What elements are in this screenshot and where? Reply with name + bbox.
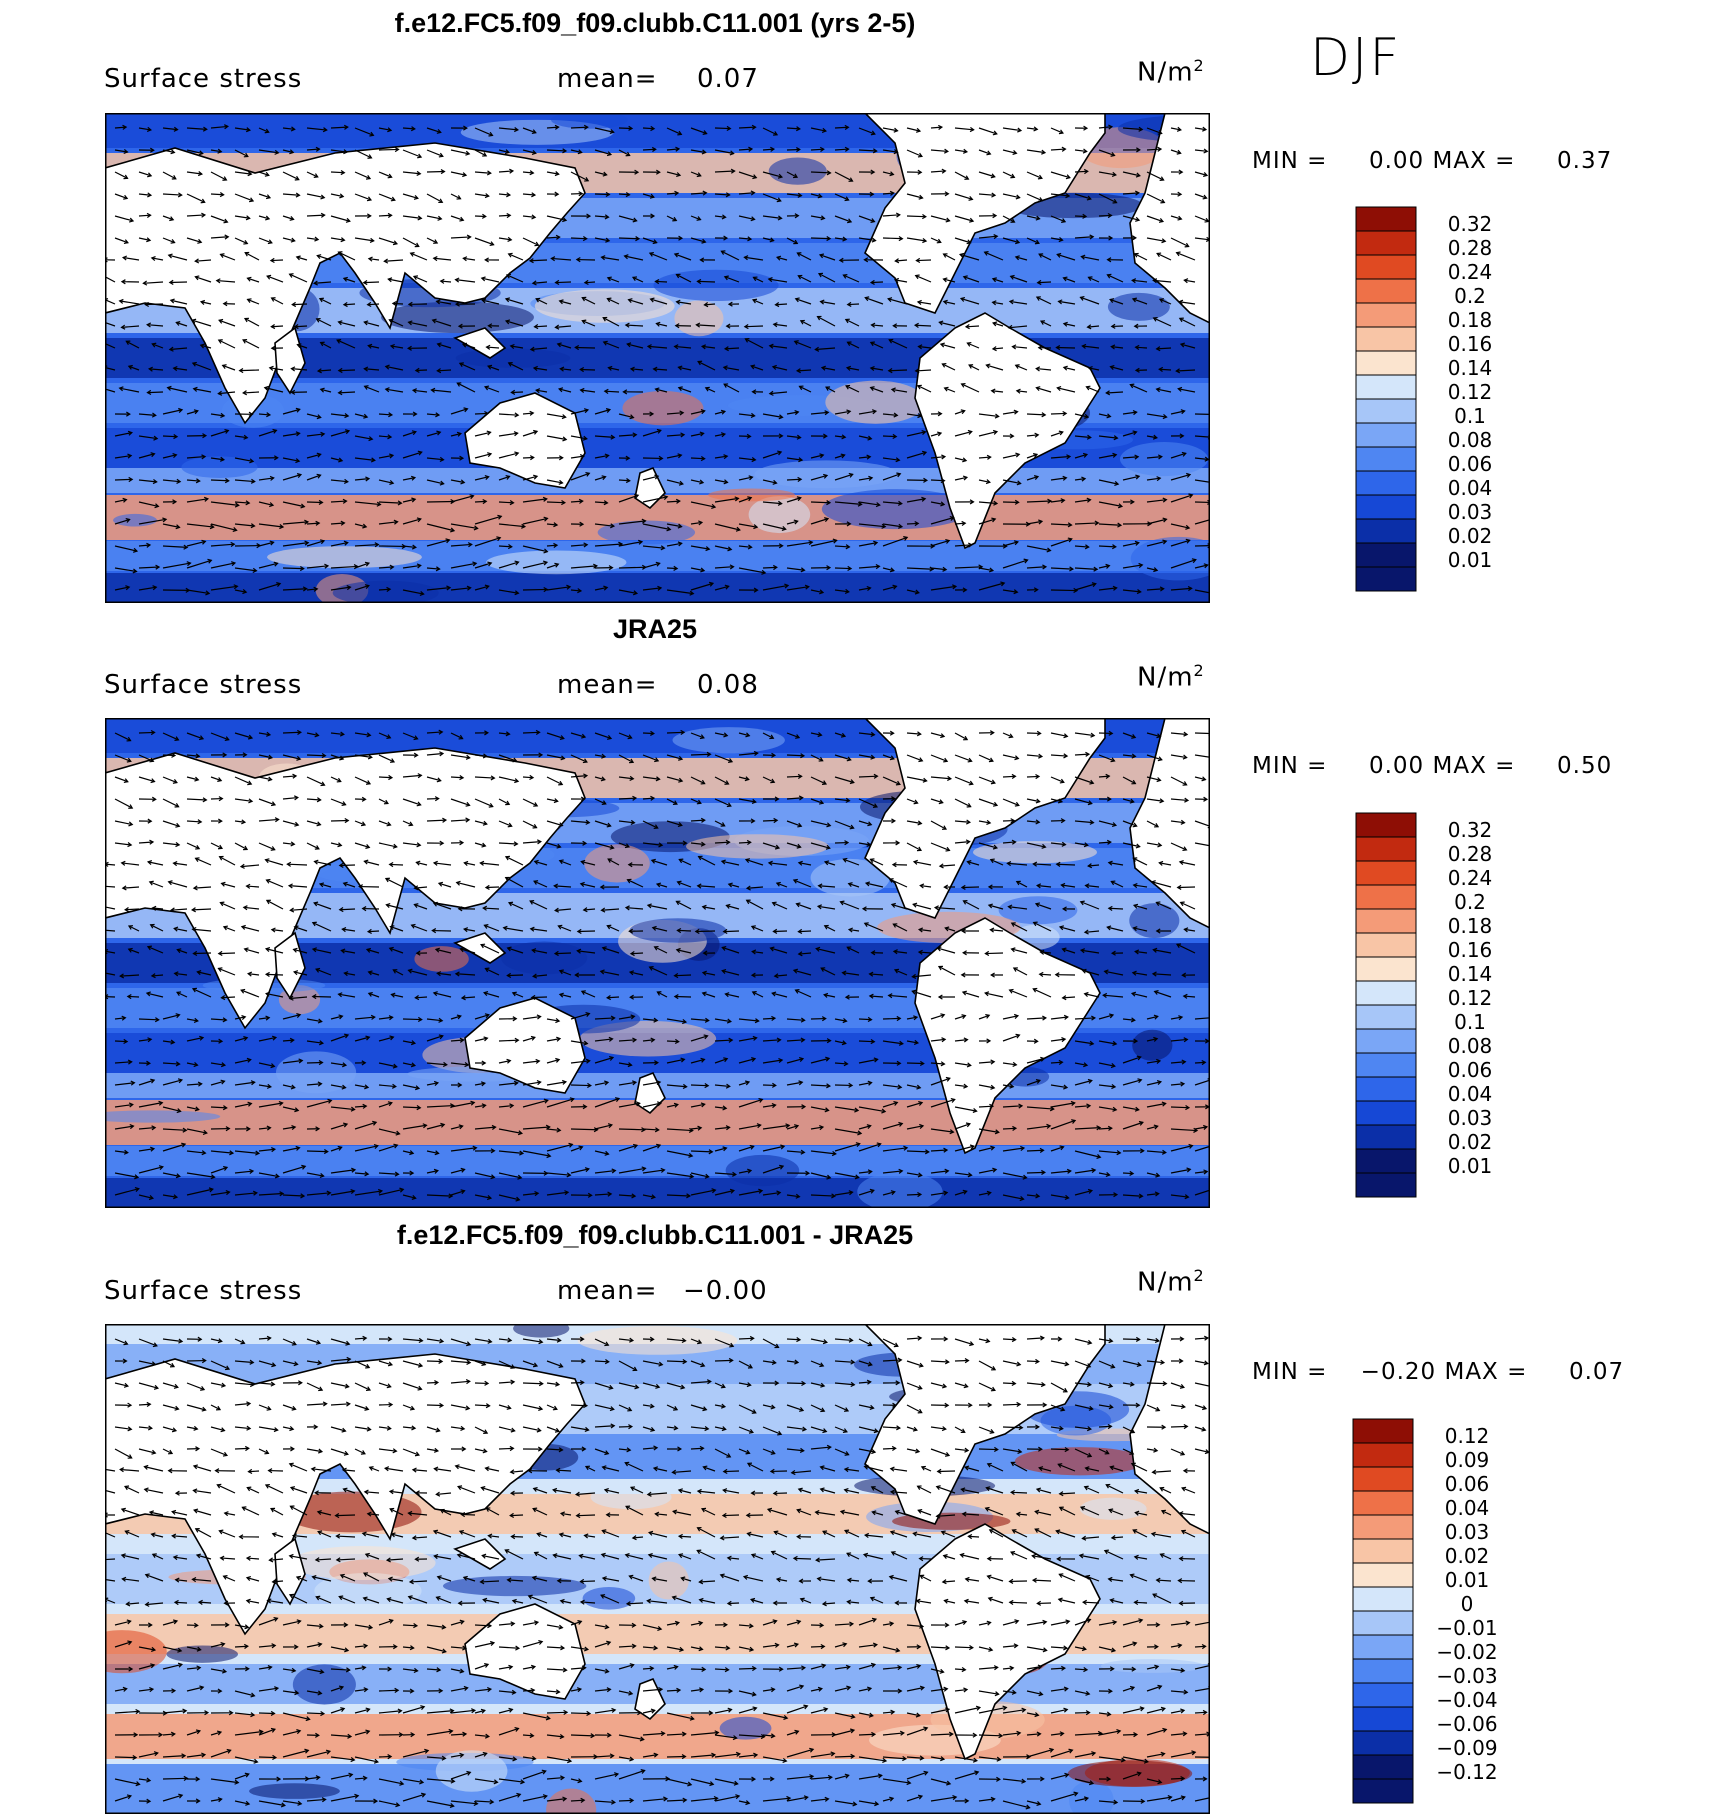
panel-1-title: f.e12.FC5.f09_f09.clubb.C11.001 (yrs 2-5… xyxy=(394,8,916,38)
panel-1-mean-value: 0.07 xyxy=(697,64,759,94)
svg-text:0.12: 0.12 xyxy=(1448,380,1493,404)
svg-text:0.08: 0.08 xyxy=(1448,428,1493,452)
panel-3-field: Surface stress xyxy=(104,1276,303,1306)
svg-text:0.01: 0.01 xyxy=(1448,548,1493,572)
svg-text:0.03: 0.03 xyxy=(1448,500,1493,524)
panel-1-units: N/m2 xyxy=(1137,56,1205,88)
panel-2-map xyxy=(105,718,1210,1208)
panel-1-field: Surface stress xyxy=(104,64,303,94)
panel-2-field: Surface stress xyxy=(104,670,303,700)
svg-text:0.02: 0.02 xyxy=(1448,524,1493,548)
svg-text:0.04: 0.04 xyxy=(1445,1496,1490,1520)
panel-2-mean-label: mean= xyxy=(557,670,658,700)
svg-text:0.2: 0.2 xyxy=(1454,890,1486,914)
panel-1-mean-label: mean= xyxy=(557,64,658,94)
svg-text:0.16: 0.16 xyxy=(1448,938,1493,962)
svg-text:0.28: 0.28 xyxy=(1448,842,1493,866)
svg-text:0.32: 0.32 xyxy=(1448,818,1493,842)
svg-text:0.03: 0.03 xyxy=(1448,1106,1493,1130)
panel-2-colorbar: 0.320.280.240.20.180.160.140.120.10.080.… xyxy=(1355,812,1493,1198)
panel-2-units: N/m2 xyxy=(1137,661,1205,693)
season-label: DJF xyxy=(1310,28,1402,88)
panel-3-units: N/m2 xyxy=(1137,1266,1205,1298)
svg-text:−0.03: −0.03 xyxy=(1436,1664,1497,1688)
panel-3-colorbar: 0.120.090.060.040.030.020.010−0.01−0.02−… xyxy=(1352,1418,1498,1804)
svg-text:0.04: 0.04 xyxy=(1448,476,1493,500)
svg-text:0.06: 0.06 xyxy=(1448,1058,1493,1082)
svg-text:0.28: 0.28 xyxy=(1448,236,1493,260)
svg-text:0.14: 0.14 xyxy=(1448,356,1493,380)
svg-text:0.1: 0.1 xyxy=(1454,404,1486,428)
svg-text:0.04: 0.04 xyxy=(1448,1082,1493,1106)
panel-3-title: f.e12.FC5.f09_f09.clubb.C11.001 - JRA25 xyxy=(396,1220,914,1250)
svg-text:−0.06: −0.06 xyxy=(1436,1712,1497,1736)
svg-text:0.02: 0.02 xyxy=(1448,1130,1493,1154)
svg-text:0.18: 0.18 xyxy=(1448,308,1493,332)
svg-text:−0.02: −0.02 xyxy=(1436,1640,1497,1664)
svg-text:0.06: 0.06 xyxy=(1445,1472,1490,1496)
svg-text:0.2: 0.2 xyxy=(1454,284,1486,308)
panel-1-map xyxy=(105,113,1210,603)
svg-text:0.14: 0.14 xyxy=(1448,962,1493,986)
svg-text:0.01: 0.01 xyxy=(1445,1568,1490,1592)
svg-text:−0.12: −0.12 xyxy=(1436,1760,1497,1784)
panel-2-minmax: MIN = 0.00 MAX = 0.50 xyxy=(1252,753,1613,779)
panel-3-map xyxy=(105,1324,1210,1814)
svg-text:0.12: 0.12 xyxy=(1445,1424,1490,1448)
panel-2-title: JRA25 xyxy=(612,614,698,644)
svg-text:0.06: 0.06 xyxy=(1448,452,1493,476)
svg-text:0.32: 0.32 xyxy=(1448,212,1493,236)
svg-text:0.16: 0.16 xyxy=(1448,332,1493,356)
svg-text:0.03: 0.03 xyxy=(1445,1520,1490,1544)
svg-text:−0.04: −0.04 xyxy=(1436,1688,1497,1712)
svg-text:−0.01: −0.01 xyxy=(1436,1616,1497,1640)
svg-text:0.08: 0.08 xyxy=(1448,1034,1493,1058)
panel-1-minmax: MIN = 0.00 MAX = 0.37 xyxy=(1252,148,1613,174)
svg-text:0.12: 0.12 xyxy=(1448,986,1493,1010)
panel-3-minmax: MIN = −0.20 MAX = 0.07 xyxy=(1252,1359,1625,1385)
svg-text:0.18: 0.18 xyxy=(1448,914,1493,938)
panel-3-mean-value: −0.00 xyxy=(683,1276,768,1306)
panel-3-mean-label: mean= xyxy=(557,1276,658,1306)
svg-text:0: 0 xyxy=(1461,1592,1474,1616)
panel-2-mean-value: 0.08 xyxy=(697,670,759,700)
panel-1-colorbar: 0.320.280.240.20.180.160.140.120.10.080.… xyxy=(1355,206,1493,592)
svg-text:0.24: 0.24 xyxy=(1448,260,1493,284)
svg-text:0.09: 0.09 xyxy=(1445,1448,1490,1472)
svg-text:−0.09: −0.09 xyxy=(1436,1736,1497,1760)
svg-text:0.1: 0.1 xyxy=(1454,1010,1486,1034)
svg-text:0.01: 0.01 xyxy=(1448,1154,1493,1178)
svg-text:0.02: 0.02 xyxy=(1445,1544,1490,1568)
svg-text:0.24: 0.24 xyxy=(1448,866,1493,890)
